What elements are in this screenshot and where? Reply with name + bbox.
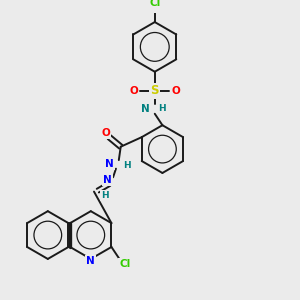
Text: N: N xyxy=(86,256,95,266)
Text: H: H xyxy=(123,161,130,170)
Text: N: N xyxy=(105,159,114,169)
Text: Cl: Cl xyxy=(119,259,130,269)
Text: S: S xyxy=(151,84,159,97)
Text: O: O xyxy=(129,86,138,96)
Text: O: O xyxy=(171,86,180,96)
Text: H: H xyxy=(101,191,108,200)
Text: H: H xyxy=(159,104,166,113)
Text: N: N xyxy=(103,175,112,185)
Text: Cl: Cl xyxy=(149,0,160,8)
Text: O: O xyxy=(101,128,110,138)
Text: N: N xyxy=(141,104,150,114)
